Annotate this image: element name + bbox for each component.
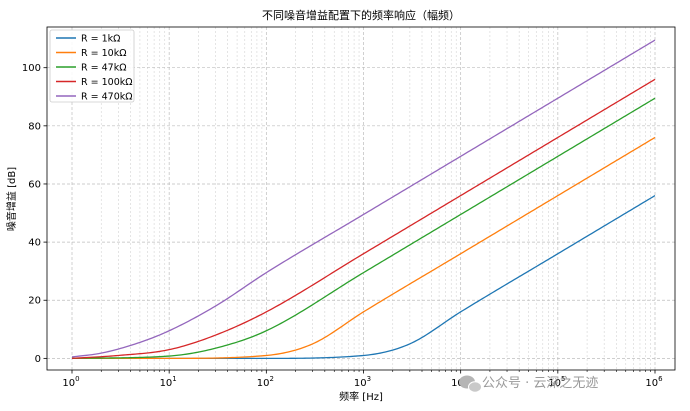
y-axis-label: 噪音增益 [dB] [5,167,18,231]
x-axis-label: 频率 [Hz] [339,390,383,403]
series-line-5 [71,39,656,358]
watermark-text: 公众号 · 云深之无迹 [482,376,598,391]
y-tick-label: 100 [22,63,41,74]
legend: R = 1kΩ R = 10kΩ R = 47kΩ R = 100kΩ R = 470k… [49,29,135,103]
x-tick-label: 102 [257,375,274,389]
x-tick-label: 103 [354,375,371,389]
y-tick-label: 60 [28,179,41,190]
y-tick-label: 0 [35,354,41,365]
x-tick-label: 106 [645,375,663,389]
legend-label: R = 47kΩ [81,63,126,74]
watermark: 公众号 · 云深之无迹 [459,375,598,393]
x-tick-label: 100 [62,375,79,389]
y-tick-label: 80 [28,121,41,132]
series-line-4 [71,78,656,360]
y-tick-label: 40 [28,238,41,249]
legend-box [49,29,135,103]
chart-title: 不同噪音增益配置下的频率响应（幅频） [262,8,460,22]
legend-label: R = 1kΩ [81,34,120,45]
series-line-2 [72,136,656,360]
legend-label: R = 10kΩ [81,48,126,59]
y-axis-ticks: 0 20 40 60 80 100 [22,63,47,365]
series-lines [71,39,656,360]
plot-frame [46,26,676,371]
legend-label: R = 470kΩ [81,92,133,103]
x-tick-label: 101 [160,375,177,389]
y-tick-label: 20 [28,296,41,307]
grid [47,27,675,370]
wechat-icon [459,375,482,393]
x-tick-label: 105 [548,375,565,389]
legend-label: R = 100kΩ [81,77,133,88]
series-line-3 [71,97,656,360]
